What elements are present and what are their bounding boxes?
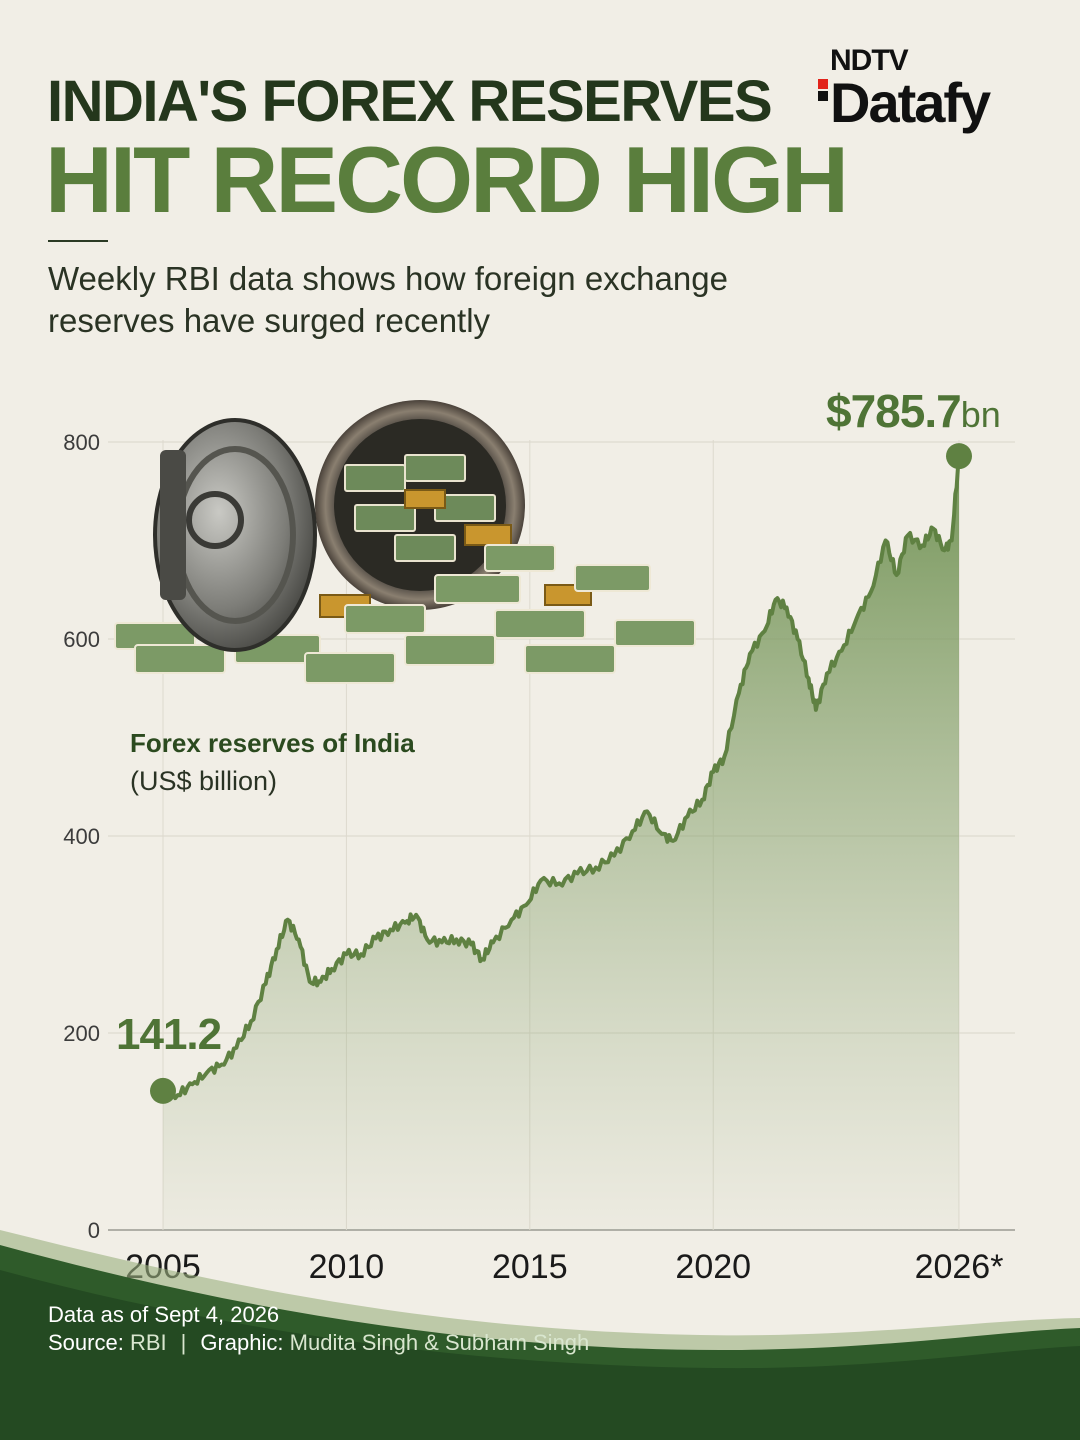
page-subtitle: Weekly RBI data shows how foreign exchan… bbox=[48, 260, 728, 339]
reserves-area bbox=[163, 456, 959, 1231]
footer-graphic-value: Mudita Singh & Subham Singh bbox=[289, 1330, 590, 1355]
end-value-label: $785.7bn bbox=[826, 384, 1001, 438]
footer-credits: Source: RBI | Graphic: Mudita Singh & Subh… bbox=[48, 1330, 589, 1356]
end-point-marker bbox=[946, 443, 972, 470]
end-value-unit: bn bbox=[960, 394, 1001, 435]
footer-separator: | bbox=[180, 1330, 187, 1355]
footer-wave-decoration bbox=[0, 1230, 1080, 1440]
x-tick-label: 2026* bbox=[915, 1248, 1004, 1286]
footer-source-key: Source: bbox=[48, 1330, 124, 1355]
reserves-line bbox=[161, 455, 961, 1101]
end-value-number: $785.7 bbox=[826, 385, 962, 437]
page-title-line1: INDIA'S FOREX RESERVES bbox=[47, 69, 773, 134]
chart-title: Forex reserves of India bbox=[130, 728, 415, 758]
x-axis: 2005 2010 2015 2020 2026* bbox=[125, 1248, 1003, 1286]
y-tick-label: 600 bbox=[63, 627, 100, 652]
footer-data-date: Data as of Sept 4, 2026 bbox=[48, 1302, 280, 1327]
x-tick-label: 2010 bbox=[309, 1248, 385, 1286]
bank-vault-with-cash-and-gold-icon bbox=[114, 400, 696, 684]
y-tick-label: 400 bbox=[63, 824, 100, 849]
title-divider bbox=[48, 240, 108, 242]
start-value-label: 141.2 bbox=[116, 1010, 222, 1059]
ndtv-datafy-logo: NDTV Datafy bbox=[816, 44, 1046, 136]
footer-source-value: RBI bbox=[129, 1330, 167, 1355]
x-tick-label: 2020 bbox=[675, 1248, 751, 1286]
y-tick-label: 0 bbox=[88, 1218, 100, 1243]
logo-red-square-icon bbox=[818, 79, 828, 89]
y-axis: 0 200 400 600 800 bbox=[63, 430, 100, 1243]
y-tick-label: 800 bbox=[63, 430, 100, 455]
y-tick-label: 200 bbox=[63, 1021, 100, 1046]
logo-ndtv-text: NDTV bbox=[830, 44, 909, 77]
footer-graphic-key: Graphic: bbox=[200, 1330, 284, 1355]
page-title-line2: HIT RECORD HIGH bbox=[45, 127, 849, 232]
chart-unit-label: (US$ billion) bbox=[130, 766, 278, 796]
start-point-marker bbox=[150, 1077, 176, 1104]
logo-datafy-text: Datafy bbox=[830, 71, 991, 134]
logo-black-square-icon bbox=[818, 91, 828, 101]
x-tick-label: 2015 bbox=[492, 1248, 568, 1286]
